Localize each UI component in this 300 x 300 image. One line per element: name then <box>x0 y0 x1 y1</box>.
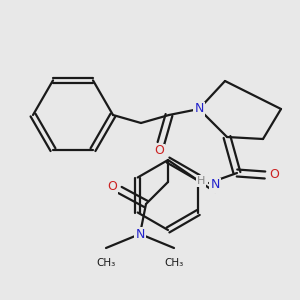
Text: N: N <box>194 103 204 116</box>
Text: CH₃: CH₃ <box>164 258 184 268</box>
Text: N: N <box>135 227 145 241</box>
Text: O: O <box>154 145 164 158</box>
Text: O: O <box>269 169 279 182</box>
Text: O: O <box>107 179 117 193</box>
Text: CH₃: CH₃ <box>96 258 116 268</box>
Text: H: H <box>197 176 205 186</box>
Text: N: N <box>210 178 220 191</box>
